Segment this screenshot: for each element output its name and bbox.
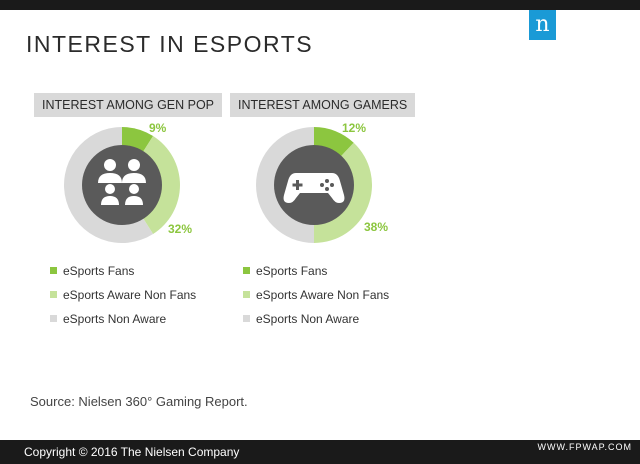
source-note: Source: Nielsen 360° Gaming Report.: [30, 394, 248, 409]
panel-title-gen-pop: INTEREST AMONG GEN POP: [34, 93, 223, 117]
legend-label: eSports Aware Non Fans: [63, 288, 197, 302]
legend-gamers: eSports Fans eSports Aware Non Fans eSpo…: [243, 262, 389, 334]
footer-bar: Copyright © 2016 The Nielsen Company WWW…: [0, 440, 640, 464]
legend-item-non-aware: eSports Non Aware: [50, 310, 196, 334]
swatch-fans: [243, 267, 250, 275]
label-fans-gen-pop: 9%: [149, 121, 167, 135]
legend-item-aware-non-fans: eSports Aware Non Fans: [243, 286, 389, 310]
donut-chart-gen-pop: [64, 127, 180, 243]
legend-label: eSports Aware Non Fans: [256, 288, 390, 302]
gamepad-icon: [283, 173, 345, 203]
donut-center: [82, 145, 162, 225]
legend-label: eSports Fans: [256, 264, 328, 278]
donut-chart-gamers: [256, 127, 372, 243]
legend-label: eSports Non Aware: [63, 312, 167, 326]
top-bar: [0, 0, 640, 10]
label-aware-gamers: 38%: [364, 220, 389, 234]
page-title: INTEREST IN ESPORTS: [26, 31, 314, 57]
legend-item-fans: eSports Fans: [243, 262, 389, 286]
nielsen-logo: n: [529, 10, 556, 40]
swatch-aware-non-fans: [243, 291, 250, 299]
swatch-aware-non-fans: [50, 291, 57, 299]
panel-title-gamers: INTEREST AMONG GAMERS: [230, 93, 416, 117]
legend-label: eSports Fans: [63, 264, 135, 278]
legend-item-aware-non-fans: eSports Aware Non Fans: [50, 286, 196, 310]
people-icon: [98, 159, 146, 205]
copyright-text: Copyright © 2016 The Nielsen Company: [24, 445, 240, 459]
swatch-non-aware: [243, 315, 250, 323]
legend-label: eSports Non Aware: [256, 312, 360, 326]
label-aware-gen-pop: 32%: [168, 222, 193, 236]
swatch-non-aware: [50, 315, 57, 323]
watermark: WWW.FPWAP.COM: [537, 442, 632, 452]
legend-item-fans: eSports Fans: [50, 262, 196, 286]
legend-gen-pop: eSports Fans eSports Aware Non Fans eSpo…: [50, 262, 196, 334]
swatch-fans: [50, 267, 57, 275]
legend-item-non-aware: eSports Non Aware: [243, 310, 389, 334]
label-fans-gamers: 12%: [342, 121, 367, 135]
